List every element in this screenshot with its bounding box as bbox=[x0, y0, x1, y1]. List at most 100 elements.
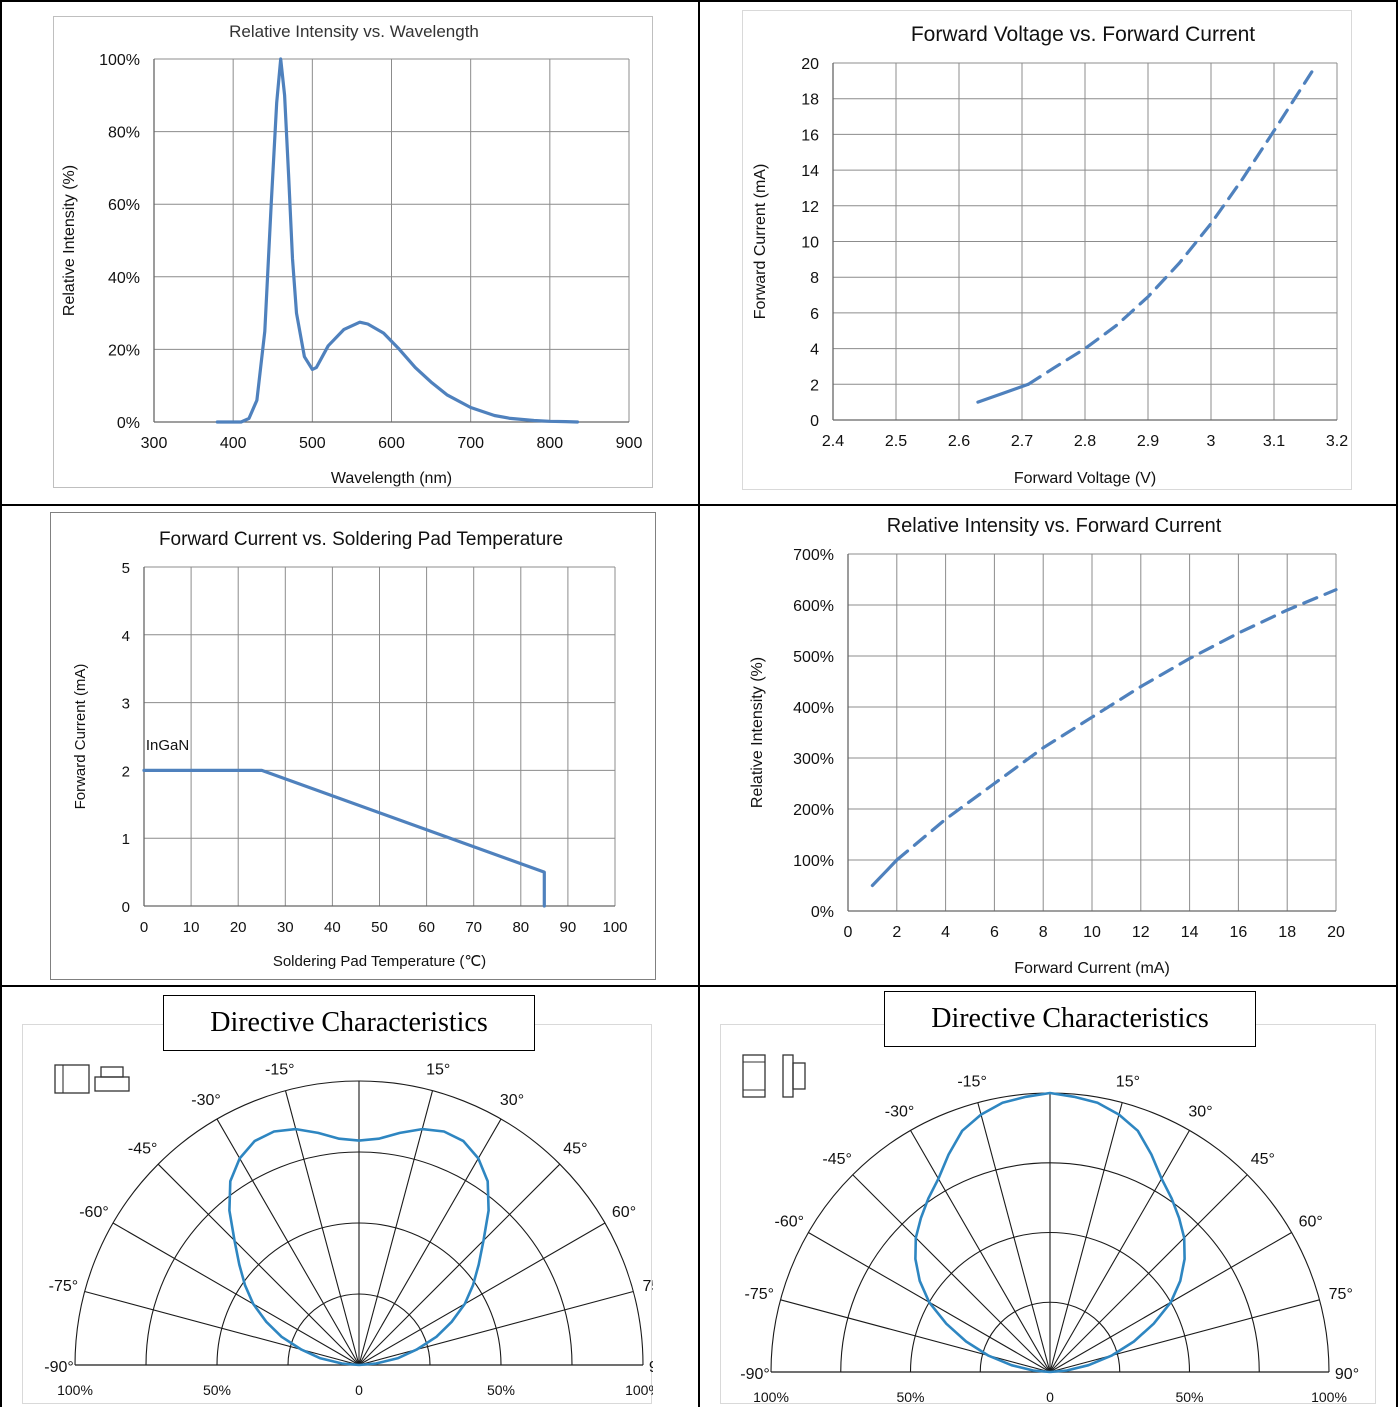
annotation-label: InGaN bbox=[146, 737, 189, 754]
iv-if-chart: 0 2 4 6 8 10 12 14 16 18 200%100%200%300%400%500%6… bbox=[749, 515, 1345, 977]
polar-spoke bbox=[1049, 1102, 1123, 1373]
polar-right-chart: -90° -75° -60° -45° -30° -15° 15° 30° 45° 60° 75° 9… bbox=[740, 1054, 1359, 1405]
y-tick-label: 12 bbox=[801, 199, 819, 216]
spectrum-chart-panel: 300 400 500 600 700 800 900 0% 20% 40% 60% 80% 100% R… bbox=[53, 16, 653, 488]
x-tick-label: 10 bbox=[1083, 924, 1101, 941]
data-line bbox=[870, 858, 899, 888]
package-top-icon bbox=[54, 1064, 90, 1094]
y-axis-title: Forward Current (mA) bbox=[72, 664, 89, 810]
x-tick-label: 50 bbox=[371, 919, 388, 936]
y-tick-label: 10 bbox=[801, 235, 819, 252]
package-side-icon bbox=[94, 1076, 130, 1092]
polar-spoke bbox=[780, 1299, 1051, 1373]
x-tick-label: 16 bbox=[1230, 924, 1248, 941]
polar-pattern-line bbox=[914, 1091, 1186, 1374]
polar-radial-label: 100% bbox=[753, 1389, 789, 1405]
x-tick-label: 20 bbox=[1327, 924, 1345, 941]
y-tick-label: 700% bbox=[793, 547, 834, 564]
polar-radial-label: 0 bbox=[355, 1382, 363, 1398]
polar-radial-label: 0 bbox=[1046, 1389, 1054, 1405]
polar-left-panel: -90° -75° -60° -45° -30° -15° 15° 30° 45° 60° 75° 9… bbox=[22, 1024, 673, 1404]
y-tick-label: 8 bbox=[810, 270, 819, 287]
x-tick-label: 10 bbox=[183, 919, 200, 936]
polar-angle-label: 60° bbox=[1299, 1214, 1323, 1231]
y-tick-label: 0 bbox=[122, 899, 130, 916]
data-line bbox=[142, 768, 546, 908]
spectrum-chart: 300 400 500 600 700 800 900 0% 20% 40% 60% 80% 100% R… bbox=[61, 22, 643, 487]
derating-chart-panel: 0 10 20 30 40 50 60 70 80 90 100 0 1 2 3 4 5 Forward Curr… bbox=[50, 512, 656, 980]
polar-angle-label: -60° bbox=[79, 1204, 109, 1221]
polar-spoke bbox=[1049, 1174, 1248, 1373]
y-tick-label: 1 bbox=[122, 831, 130, 848]
polar-right-title: Directive Characteristics bbox=[884, 991, 1256, 1047]
x-tick-label: 60 bbox=[418, 919, 435, 936]
polar-angle-label: -45° bbox=[822, 1151, 852, 1168]
package-side-icon-lens bbox=[792, 1062, 806, 1090]
y-tick-label: 600% bbox=[793, 598, 834, 615]
polar-right-panel: -90° -75° -60° -45° -30° -15° 15° 30° 45° 60° 75° 9… bbox=[720, 1024, 1376, 1405]
table-divider-vertical bbox=[698, 0, 700, 1407]
vf-if-chart: 2.4 2.5 2.6 2.7 2.8 2.9 3 3.1 3.2 0 2 4 6 8 10 12 14 16 18… bbox=[752, 23, 1348, 487]
y-tick-label: 60% bbox=[108, 197, 140, 214]
polar-angle-label: -30° bbox=[191, 1092, 221, 1109]
polar-spoke bbox=[358, 1222, 606, 1366]
x-tick-label: 0 bbox=[844, 924, 853, 941]
y-tick-label: 14 bbox=[801, 163, 819, 180]
x-tick-label: 700 bbox=[457, 435, 484, 452]
polar-angle-label: -15° bbox=[265, 1061, 295, 1078]
polar-angle-label: -75° bbox=[49, 1278, 79, 1295]
data-line bbox=[215, 57, 580, 424]
y-tick-label: 20% bbox=[108, 342, 140, 359]
x-tick-label: 70 bbox=[465, 919, 482, 936]
y-tick-label: 300% bbox=[793, 751, 834, 768]
x-tick-label: 800 bbox=[536, 435, 563, 452]
y-tick-label: 2 bbox=[810, 377, 819, 394]
chart-title: Forward Voltage vs. Forward Current bbox=[911, 23, 1255, 46]
y-tick-label: 40% bbox=[108, 270, 140, 287]
iv-if-chart-panel: 0 2 4 6 8 10 12 14 16 18 20 0% 100% 200% 300% 400% 500% 6… bbox=[742, 505, 1354, 983]
y-tick-label: 400% bbox=[793, 700, 834, 717]
y-tick-label: 6 bbox=[810, 306, 819, 323]
polar-angle-label: -90° bbox=[740, 1366, 770, 1383]
polar-pattern-line bbox=[228, 1127, 490, 1367]
polar-angle-label: 30° bbox=[1188, 1103, 1212, 1120]
x-tick-label: 4 bbox=[941, 924, 950, 941]
table-divider-row-1 bbox=[0, 504, 1398, 506]
polar-angle-label: 45° bbox=[1251, 1151, 1275, 1168]
x-tick-label: 900 bbox=[616, 435, 643, 452]
y-tick-label: 18 bbox=[801, 92, 819, 109]
polar-left-title: Directive Characteristics bbox=[163, 995, 535, 1051]
polar-left-chart: -90° -75° -60° -45° -30° -15° 15° 30° 45° 60° 75° 9… bbox=[44, 1061, 673, 1398]
polar-spoke bbox=[977, 1102, 1051, 1373]
polar-radial-label: 100% bbox=[57, 1382, 93, 1398]
y-tick-label: 4 bbox=[810, 342, 819, 359]
y-tick-label: 80% bbox=[108, 125, 140, 142]
polar-spoke bbox=[284, 1090, 360, 1366]
x-tick-label: 3.2 bbox=[1326, 433, 1348, 450]
polar-radial-label: 100% bbox=[1311, 1389, 1347, 1405]
x-tick-label: 2.7 bbox=[1011, 433, 1033, 450]
polar-angle-label: 15° bbox=[1116, 1073, 1140, 1090]
polar-spoke bbox=[852, 1174, 1051, 1373]
x-tick-label: 3 bbox=[1207, 433, 1216, 450]
polar-angle-label: 90° bbox=[1335, 1366, 1359, 1383]
polar-angle-label: 60° bbox=[612, 1204, 636, 1221]
polar-spoke bbox=[1049, 1130, 1190, 1373]
polar-angle-label: -30° bbox=[885, 1103, 915, 1120]
polar-spoke bbox=[157, 1163, 360, 1366]
x-tick-label: 80 bbox=[512, 919, 529, 936]
x-tick-label: 2.6 bbox=[948, 433, 970, 450]
x-tick-label: 2.5 bbox=[885, 433, 907, 450]
y-axis-title: Forward Current (mA) bbox=[752, 164, 769, 320]
x-tick-label: 2 bbox=[892, 924, 901, 941]
polar-radial-label: 100% bbox=[625, 1382, 653, 1398]
polar-angle-label: -90° bbox=[44, 1359, 74, 1376]
polar-radial-label: 50% bbox=[203, 1382, 231, 1398]
package-top-icon bbox=[742, 1054, 766, 1098]
x-tick-label: 6 bbox=[990, 924, 999, 941]
x-tick-label: 500 bbox=[299, 435, 326, 452]
data-line-dashed bbox=[895, 588, 1338, 862]
x-tick-label: 400 bbox=[220, 435, 247, 452]
y-tick-label: 3 bbox=[122, 696, 130, 713]
polar-spoke bbox=[358, 1163, 561, 1366]
